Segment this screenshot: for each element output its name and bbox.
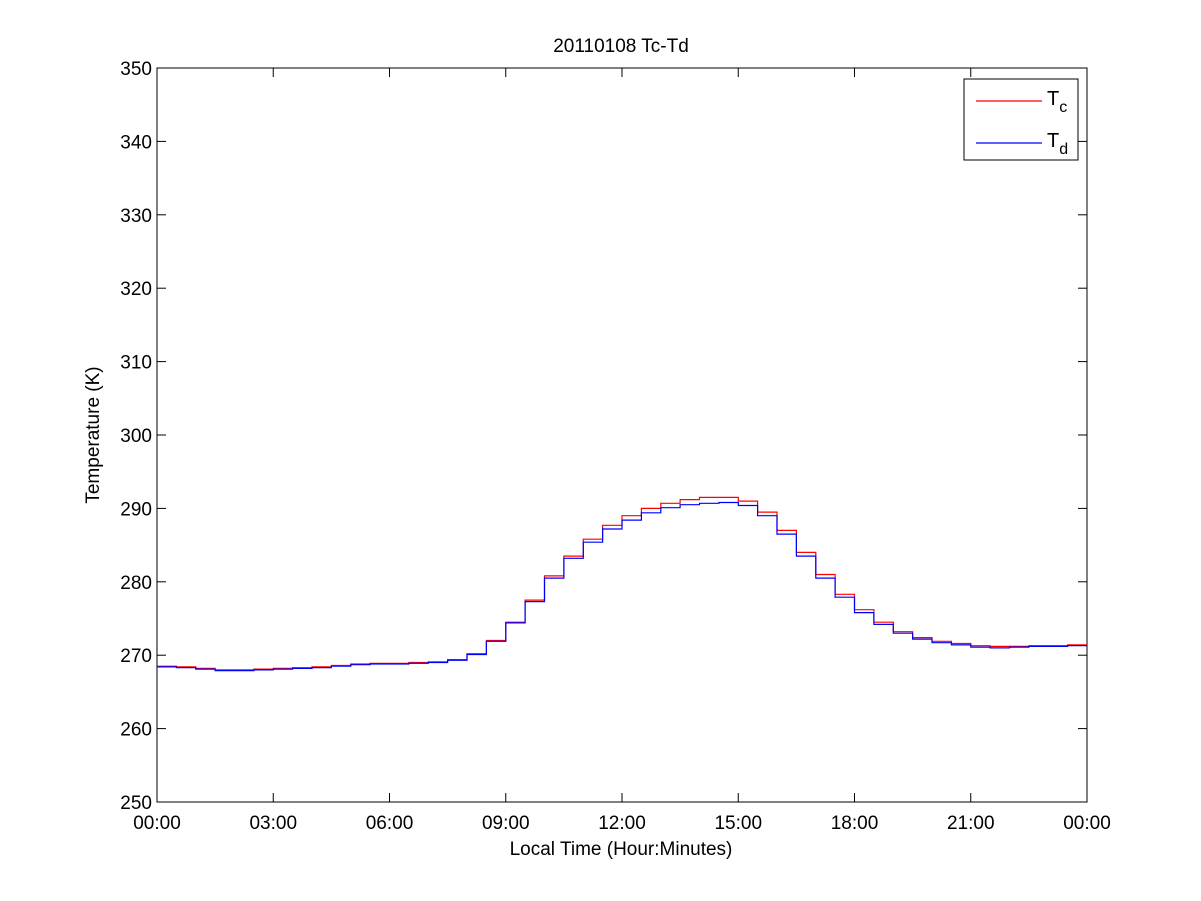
legend: Tc Td [963, 78, 1079, 161]
y-axis-label: Temperature (K) [83, 366, 104, 503]
x-tick-label: 09:00 [482, 813, 530, 834]
x-tick-label: 06:00 [366, 813, 414, 834]
x-tick-label: 03:00 [249, 813, 297, 834]
y-tick-label: 330 [120, 206, 152, 227]
legend-box [963, 78, 1079, 161]
x-axis-ticks: 00:00 03:00 06:00 09:00 12:00 15:00 18:00 21:00… [133, 68, 1111, 834]
chart-title: 20110108 Tc-Td [553, 36, 689, 57]
x-tick-label: 15:00 [714, 813, 762, 834]
y-tick-label: 290 [120, 499, 152, 520]
series-line-td [157, 501, 1087, 672]
series-layer [157, 496, 1087, 672]
y-tick-label: 250 [120, 793, 152, 814]
legend-label-td: Td [1047, 130, 1068, 158]
y-tick-label: 270 [120, 646, 152, 667]
x-axis-label: Local Time (Hour:Minutes) [510, 839, 733, 860]
x-tick-label: 18:00 [831, 813, 879, 834]
legend-label-tc: Tc [1047, 88, 1067, 116]
y-tick-label: 310 [120, 353, 152, 374]
y-tick-label: 350 [120, 59, 152, 80]
y-tick-label: 260 [120, 720, 152, 741]
x-tick-label: 00:00 [1063, 813, 1111, 834]
y-tick-label: 300 [120, 426, 152, 447]
y-tick-label: 340 [120, 132, 152, 153]
x-tick-label: 21:00 [947, 813, 995, 834]
x-tick-label: 12:00 [598, 813, 646, 834]
x-tick-label: 00:00 [133, 813, 181, 834]
y-axis-ticks: 250 260 270 280 290 300 310 320 330 340 350 [120, 59, 1087, 814]
y-tick-label: 320 [120, 279, 152, 300]
plot-area: 00:00 03:00 06:00 09:00 12:00 15:00 18:00 21:00… [120, 59, 1110, 834]
y-tick-label: 280 [120, 573, 152, 594]
